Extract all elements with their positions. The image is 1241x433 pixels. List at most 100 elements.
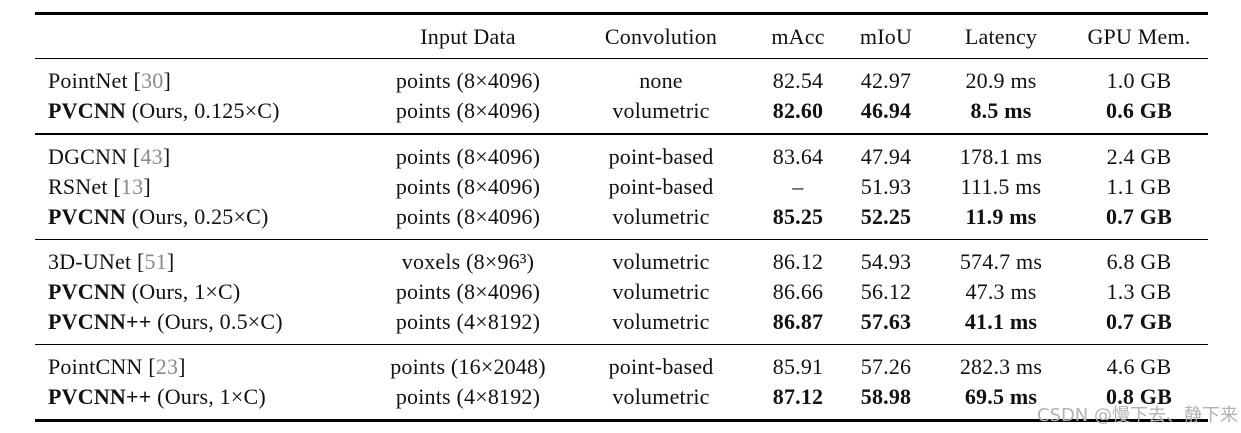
input-data-cell: points (16×2048) xyxy=(390,354,546,380)
macc-cell: 82.54 xyxy=(772,68,824,94)
convolution-cell: volumetric xyxy=(612,278,710,304)
citation-number: 30 xyxy=(141,68,164,94)
input-data-cell: points (8×4096) xyxy=(395,173,541,199)
method-name: PVCNN xyxy=(48,278,126,304)
table-group-1: PointNet [30] points (8×4096) none 82.54… xyxy=(35,59,1208,133)
citation-number: 51 xyxy=(144,248,167,274)
latency-cell: 111.5 ms xyxy=(960,173,1042,199)
convolution-cell: volumetric xyxy=(612,203,710,229)
method-name: 3D-UNet xyxy=(48,248,132,274)
table-row: PVCNN (Ours, 0.25×C) points (8×4096) vol… xyxy=(35,202,1208,232)
group-rule xyxy=(35,133,1208,135)
col-header-gpu-mem: GPU Mem. xyxy=(1087,23,1191,49)
convolution-cell: volumetric xyxy=(612,98,710,124)
table-row: PVCNN (Ours, 1×C) points (8×4096) volume… xyxy=(35,277,1208,307)
method-suffix: (Ours, 1×C) xyxy=(151,384,266,410)
method-name: PVCNN++ xyxy=(48,308,152,334)
cite-close: ] xyxy=(163,68,171,94)
col-header-macc: mAcc xyxy=(771,23,825,49)
cite-open: [ xyxy=(131,248,145,274)
method-cell: DGCNN [43] xyxy=(35,142,370,172)
bottom-rule xyxy=(35,419,1208,422)
method-cell: 3D-UNet [51] xyxy=(35,247,370,277)
latency-cell: 41.1 ms xyxy=(964,308,1038,334)
latency-cell: 20.9 ms xyxy=(965,68,1037,94)
header-row: Input Data Convolution mAcc mIoU Latency… xyxy=(35,15,1208,58)
table-row: PVCNN++ (Ours, 0.5×C) points (4×8192) vo… xyxy=(35,307,1208,337)
method-name: RSNet xyxy=(48,173,108,199)
table-row: PVCNN (Ours, 0.125×C) points (8×4096) vo… xyxy=(35,96,1208,126)
table-group-3: 3D-UNet [51] voxels (8×96³) volumetric 8… xyxy=(35,240,1208,344)
convolution-cell: volumetric xyxy=(612,384,710,410)
gpu-mem-cell: 0.7 GB xyxy=(1106,203,1172,229)
cite-open: [ xyxy=(127,68,142,94)
table-group-2: DGCNN [43] points (8×4096) point-based 8… xyxy=(35,135,1208,239)
citation-number: 13 xyxy=(120,173,144,199)
csdn-watermark: CSDN @慢下去、静下来 xyxy=(1036,405,1238,426)
convolution-cell: volumetric xyxy=(612,248,710,274)
input-data-cell: points (8×4096) xyxy=(395,68,541,94)
method-suffix: (Ours, 1×C) xyxy=(126,278,241,304)
miou-cell: 46.94 xyxy=(860,98,912,124)
input-data-cell: points (4×8192) xyxy=(395,384,541,410)
method-cell: PointNet [30] xyxy=(35,66,370,96)
input-data-cell: points (8×4096) xyxy=(395,98,541,124)
latency-cell: 8.5 ms xyxy=(970,98,1032,124)
method-name: PVCNN xyxy=(48,203,126,229)
convolution-cell: point-based xyxy=(608,354,714,380)
method-name: PointNet xyxy=(48,68,128,94)
method-name: PVCNN++ xyxy=(48,384,152,410)
convolution-cell: volumetric xyxy=(612,308,710,334)
citation-number: 43 xyxy=(140,143,163,169)
table-row: RSNet [13] points (8×4096) point-based –… xyxy=(35,172,1208,202)
gpu-mem-cell: 6.8 GB xyxy=(1106,248,1172,274)
macc-cell: 87.12 xyxy=(772,384,824,410)
convolution-cell: none xyxy=(639,68,683,94)
gpu-mem-cell: 1.3 GB xyxy=(1106,278,1172,304)
col-header-latency: Latency xyxy=(964,23,1038,49)
col-header-method xyxy=(35,15,370,58)
latency-cell: 574.7 ms xyxy=(959,248,1043,274)
miou-cell: 51.93 xyxy=(860,173,912,199)
gpu-mem-cell: 0.8 GB xyxy=(1106,384,1172,410)
method-cell: RSNet [13] xyxy=(35,172,370,202)
macc-cell: 83.64 xyxy=(772,143,824,169)
table-row: DGCNN [43] points (8×4096) point-based 8… xyxy=(35,142,1208,172)
gpu-mem-cell: 0.7 GB xyxy=(1106,308,1172,334)
citation-number: 23 xyxy=(155,354,179,380)
latency-cell: 178.1 ms xyxy=(959,143,1043,169)
table-group-4: PointCNN [23] points (16×2048) point-bas… xyxy=(35,345,1208,419)
miou-cell: 57.63 xyxy=(860,308,912,334)
gpu-mem-cell: 1.1 GB xyxy=(1106,173,1172,199)
method-suffix: (Ours, 0.25×C) xyxy=(126,203,269,229)
miou-cell: 56.12 xyxy=(860,278,912,304)
benchmark-results-table: Input Data Convolution mAcc mIoU Latency… xyxy=(35,12,1208,422)
miou-cell: 42.97 xyxy=(860,68,912,94)
macc-cell: 86.66 xyxy=(772,278,824,304)
macc-cell: 86.87 xyxy=(772,308,824,334)
miou-cell: 57.26 xyxy=(860,354,912,380)
macc-cell: 86.12 xyxy=(772,248,824,274)
miou-cell: 47.94 xyxy=(860,143,912,169)
miou-cell: 58.98 xyxy=(860,384,912,410)
cite-open: [ xyxy=(127,143,141,169)
table-row: PointCNN [23] points (16×2048) point-bas… xyxy=(35,352,1208,382)
col-header-input-data: Input Data xyxy=(420,23,516,49)
convolution-cell: point-based xyxy=(608,173,714,199)
cite-open: [ xyxy=(107,173,121,199)
header-rule xyxy=(35,57,1208,60)
input-data-cell: points (8×4096) xyxy=(395,278,541,304)
col-header-convolution: Convolution xyxy=(604,23,718,49)
top-rule xyxy=(35,12,1208,15)
latency-cell: 69.5 ms xyxy=(964,384,1038,410)
method-cell: PVCNN (Ours, 1×C) xyxy=(35,277,370,307)
method-cell: PointCNN [23] xyxy=(35,352,370,382)
cite-close: ] xyxy=(162,143,171,169)
col-header-miou: mIoU xyxy=(859,23,913,49)
macc-cell: 82.60 xyxy=(772,98,824,124)
method-name: DGCNN xyxy=(48,143,128,169)
macc-cell: – xyxy=(792,173,804,199)
gpu-mem-cell: 1.0 GB xyxy=(1106,68,1172,94)
group-rule xyxy=(35,343,1208,346)
method-suffix: (Ours, 0.5×C) xyxy=(151,308,283,334)
